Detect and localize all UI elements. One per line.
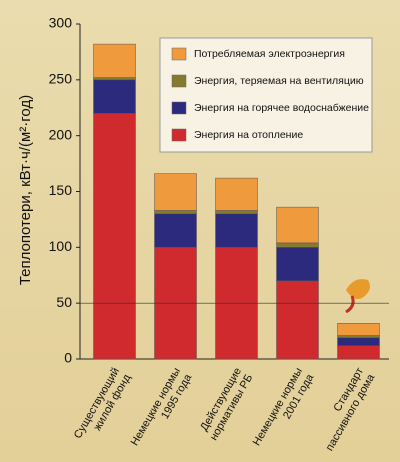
bar-segment (337, 345, 380, 360)
bar-segment (337, 337, 380, 346)
y-tick-label: 50 (56, 294, 72, 310)
legend-swatch (171, 128, 187, 142)
legend-label: Энергия, теряемая на вентиляцию (194, 75, 364, 87)
logo (345, 279, 370, 314)
x-tick-label: Стандартпассивного дома (312, 365, 377, 453)
bar-segment (154, 210, 197, 215)
bar-segment (215, 213, 258, 248)
bar-segment (337, 323, 380, 336)
legend-swatch (171, 101, 187, 115)
legend-label: Энергия на горячее водоснабжение (194, 102, 369, 114)
bar-segment (276, 247, 319, 282)
bar-segment (154, 213, 197, 248)
bar-segment (215, 177, 258, 211)
legend-box (159, 37, 373, 153)
bar-segment (337, 335, 380, 339)
bar-segment (93, 113, 136, 360)
bar-segment (93, 79, 136, 114)
legend-label: Энергия на отопление (194, 129, 303, 141)
legend-swatch (171, 74, 187, 88)
x-tick-label: Действующиенормативы РБ (196, 366, 255, 443)
legend-label: Потребляемая электроэнергия (194, 48, 345, 60)
y-tick-label: 0 (64, 350, 72, 366)
y-tick-label: 300 (49, 15, 73, 31)
y-tick-label: 200 (49, 126, 73, 142)
y-tick-label: 100 (49, 238, 73, 254)
bar-segment (93, 43, 136, 78)
bar-segment (276, 242, 319, 248)
bar-segment (154, 173, 197, 211)
bar-segment (93, 77, 136, 81)
y-tick-label: 250 (49, 71, 73, 87)
legend-swatch (171, 47, 187, 61)
x-tick-label: Немецкие нормы2001 года (251, 365, 317, 454)
bar-segment (276, 280, 319, 360)
bar-segment (276, 206, 319, 244)
bar-segment (215, 210, 258, 215)
x-tick-label: Существующийжилой фонд (72, 365, 134, 447)
y-tick-label: 150 (49, 182, 73, 198)
y-axis-label: Теплопотери, кВт·ч/(м²·год) (17, 95, 34, 285)
x-tick-label: Немецкие нормы1995 года (129, 365, 195, 454)
